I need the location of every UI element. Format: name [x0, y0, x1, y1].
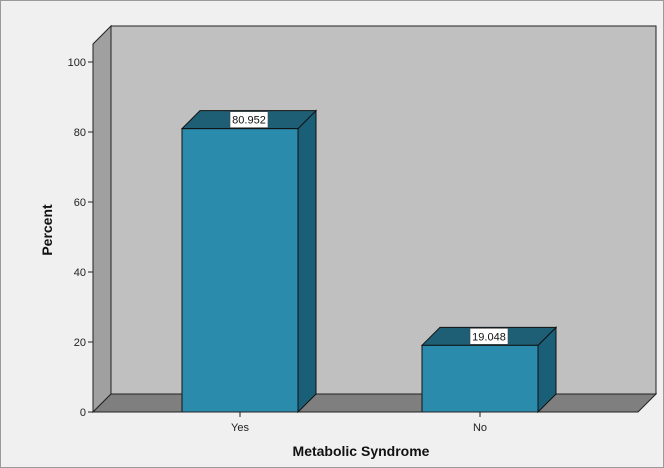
y-tick-label: 40: [74, 267, 86, 279]
bar-yes: [181, 128, 299, 413]
y-tick-label: 60: [74, 197, 86, 209]
y-axis-title: Percent: [39, 204, 55, 256]
x-axis-title: Metabolic Syndrome: [293, 443, 430, 459]
data-label-box: [469, 328, 509, 345]
x-tick-label: Yes: [231, 422, 249, 434]
y-tick-label: 100: [68, 57, 86, 69]
y-tick-label: 80: [74, 127, 86, 139]
bar-no: [421, 344, 539, 413]
data-label: 80.952: [232, 115, 266, 127]
data-label: 19.048: [472, 331, 506, 343]
y-tick-label: 20: [74, 337, 86, 349]
x-tick-label: No: [473, 422, 487, 434]
y-tick-label: 0: [80, 407, 86, 419]
bar-side: [297, 109, 317, 414]
floor: [91, 393, 658, 413]
left-wall: [92, 24, 112, 414]
data-label-box: [229, 111, 269, 128]
